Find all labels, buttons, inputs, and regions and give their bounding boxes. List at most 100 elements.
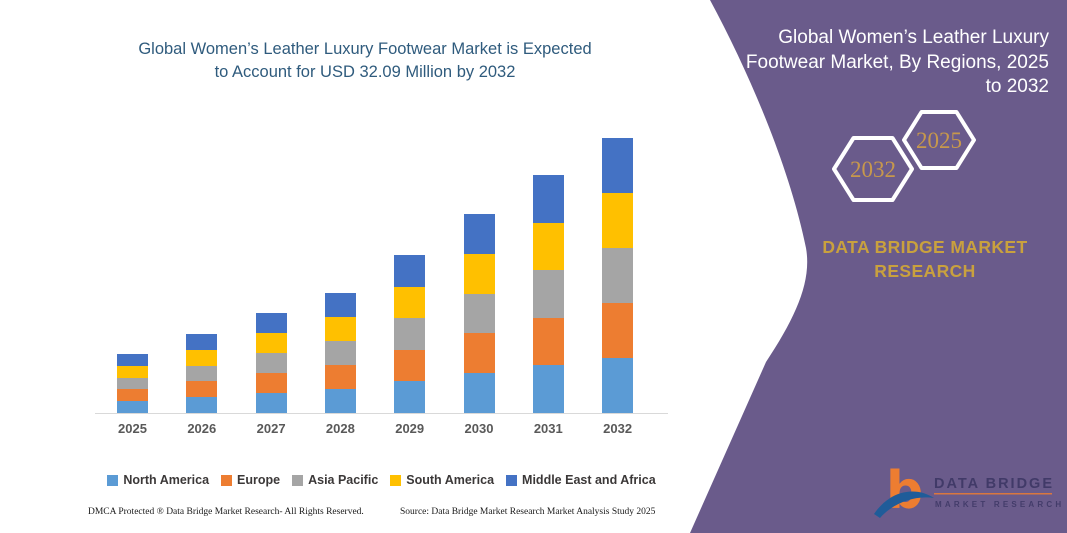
bar-segment xyxy=(186,397,218,413)
legend-item: South America xyxy=(390,473,494,487)
bar-2025 xyxy=(117,354,148,413)
legend-item: Asia Pacific xyxy=(292,473,378,487)
bar-segment xyxy=(394,286,426,319)
chart-legend: North America Europe Asia Pacific South Ame… xyxy=(75,470,688,490)
x-axis-label: 2025 xyxy=(118,421,147,436)
data-bridge-logo: b DATA BRIDGE MARKET RESEARCH xyxy=(874,462,1062,521)
legend-swatch xyxy=(107,474,119,486)
bar-segment xyxy=(602,193,634,248)
panel-title-line1: Global Women’s Leather Luxury xyxy=(778,27,1049,48)
bar-segment xyxy=(255,333,287,353)
bar-2031 xyxy=(532,175,564,413)
hexagon-2025 xyxy=(902,110,976,170)
x-axis-label: 2029 xyxy=(395,421,425,436)
bar-segment xyxy=(463,253,495,294)
plot-area xyxy=(95,120,668,414)
chart-title-line1: Global Women’s Leather Luxury Footwear M… xyxy=(138,40,592,58)
legend-label: South America xyxy=(406,473,495,487)
chart-title-line2: to Account for USD 32.09 Million by 2032 xyxy=(214,63,516,81)
bar-2030 xyxy=(463,214,495,413)
brand-line2: RESEARCH xyxy=(874,261,976,281)
legend-swatch xyxy=(292,474,304,486)
logo-subtext: MARKET RESEARCH xyxy=(935,500,1062,509)
bar-segment xyxy=(117,377,148,390)
footer: DMCA Protected ® Data Bridge Market Rese… xyxy=(0,507,700,527)
x-axis-label: 2030 xyxy=(464,421,494,436)
x-axis-label: 2027 xyxy=(256,421,286,436)
x-axis-label: 2028 xyxy=(325,421,355,436)
bar-segment xyxy=(117,354,148,366)
bar-segment xyxy=(117,401,148,413)
bar-segment xyxy=(532,222,564,271)
bar-segment xyxy=(186,334,218,350)
brand-text: DATA BRIDGE MARKET RESEARCH xyxy=(800,235,1050,283)
bar-segment xyxy=(394,349,426,382)
bar-segment xyxy=(394,381,426,413)
bar-segment xyxy=(532,317,564,366)
bar-segment xyxy=(602,303,634,358)
legend-label: Middle East and Africa xyxy=(522,473,656,487)
bar-segment xyxy=(463,214,495,254)
chart-title: Global Women’s Leather Luxury Footwear M… xyxy=(30,38,700,84)
logo-underline xyxy=(934,493,1052,495)
logo-b-glyph: b xyxy=(886,462,923,521)
legend-label: Europe xyxy=(237,473,281,487)
bar-segment xyxy=(394,318,426,350)
bar-segment xyxy=(463,293,495,334)
bar-segment xyxy=(324,389,356,413)
bar-segment xyxy=(463,333,495,374)
hexagon-2032-label: 2032 xyxy=(850,157,896,182)
bar-segment xyxy=(532,365,564,413)
bar-segment xyxy=(324,365,356,389)
logo-swoosh-icon xyxy=(874,491,934,518)
bar-segment xyxy=(186,381,218,398)
footer-source: Source: Data Bridge Market Research Mark… xyxy=(400,507,656,517)
bar-segment xyxy=(255,393,287,413)
hexagon-2025-label: 2025 xyxy=(916,128,962,153)
legend-swatch xyxy=(390,474,402,486)
panel-title-line3: to 2032 xyxy=(985,76,1049,97)
bar-2032 xyxy=(602,138,634,413)
brand-line1: DATA BRIDGE MARKET xyxy=(822,237,1028,257)
hexagon-year-badges: 2032 2025 xyxy=(832,110,976,202)
legend-item: North America xyxy=(107,473,209,487)
bar-segment xyxy=(117,389,148,402)
x-axis-label: 2031 xyxy=(533,421,563,436)
legend-item: Europe xyxy=(221,473,280,487)
x-axis: 2025 2026 2027 2028 2029 2030 2031 2032 xyxy=(95,421,668,439)
footer-copyright: DMCA Protected ® Data Bridge Market Rese… xyxy=(88,507,364,517)
bar-segment xyxy=(255,353,287,373)
bar-segment xyxy=(186,349,218,366)
bar-2029 xyxy=(394,255,426,413)
x-axis-label: 2026 xyxy=(187,421,217,436)
bar-segment xyxy=(324,341,356,365)
bar-segment xyxy=(602,248,634,303)
legend-swatch xyxy=(506,474,518,486)
legend-item: Middle East and Africa xyxy=(506,473,656,487)
bar-segment xyxy=(532,175,564,223)
x-axis-label: 2032 xyxy=(603,421,633,436)
bar-2026 xyxy=(186,334,218,413)
bar-segment xyxy=(602,358,634,413)
panel-title: Global Women’s Leather Luxury Footwear M… xyxy=(729,26,1049,100)
legend-swatch xyxy=(221,474,233,486)
legend-label: Asia Pacific xyxy=(308,473,379,487)
bar-segment xyxy=(186,365,218,382)
panel-shape xyxy=(690,0,1067,533)
bar-segment xyxy=(255,313,287,333)
bar-2028 xyxy=(324,293,356,413)
bar-segment xyxy=(602,138,634,193)
bar-segment xyxy=(532,270,564,318)
bar-segment xyxy=(394,255,426,287)
bar-segment xyxy=(324,293,356,317)
bar-segment xyxy=(463,373,495,413)
hexagon-2032 xyxy=(832,136,914,202)
bar-segment xyxy=(117,365,148,378)
bar-segment xyxy=(255,373,287,393)
logo-wordmark: DATA BRIDGE xyxy=(934,476,1054,492)
legend-label: North America xyxy=(123,473,210,487)
bar-2027 xyxy=(255,313,287,413)
bar-segment xyxy=(324,317,356,341)
